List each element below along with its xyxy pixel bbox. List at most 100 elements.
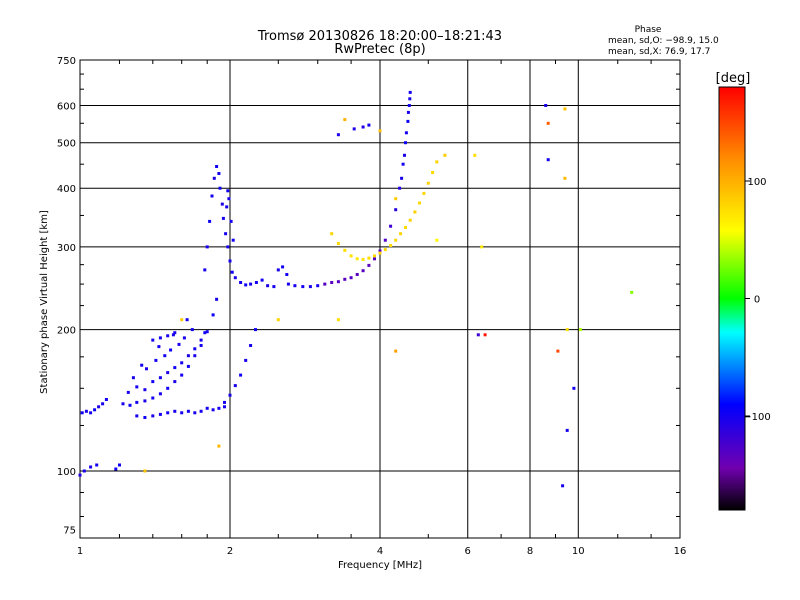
data-point-o — [177, 342, 181, 346]
data-point-x — [483, 333, 487, 337]
data-point-o — [272, 285, 276, 289]
data-point-x — [565, 328, 569, 332]
data-point-o — [343, 277, 347, 281]
data-point-o — [266, 284, 270, 288]
data-point-o — [401, 162, 405, 166]
x-tick-label: 6 — [465, 546, 471, 557]
y-tick-label: 600 — [57, 102, 76, 113]
data-point-x — [343, 118, 347, 122]
y-axis-label: Stationary phase Virtual Height [km] — [39, 210, 50, 394]
data-point-o — [158, 336, 162, 340]
y-tick-label: 400 — [57, 184, 76, 195]
data-point-o — [143, 388, 147, 392]
data-point-o — [180, 411, 184, 415]
data-point-x — [330, 232, 334, 236]
data-point-o — [118, 463, 121, 467]
x-axis-label: Frequency [MHz] — [338, 560, 422, 571]
colorbar-tick-label: 100 — [747, 177, 766, 188]
data-point-o — [406, 110, 410, 114]
x-tick-label: 1 — [77, 546, 83, 557]
data-point-x — [394, 349, 398, 353]
data-point-o — [406, 119, 410, 123]
data-point-o — [336, 133, 340, 137]
data-point-x — [336, 242, 340, 245]
data-point-x — [413, 210, 417, 214]
data-point-o — [151, 380, 155, 384]
data-point-o — [316, 284, 320, 288]
data-point-o — [254, 281, 258, 284]
x-tick-labels: 1 2 4 6 8 10 16 — [77, 546, 687, 557]
data-point-x — [343, 248, 347, 252]
data-point-x — [373, 254, 376, 258]
data-point-o — [394, 208, 398, 212]
data-point-o — [383, 238, 387, 242]
data-point-o — [158, 412, 162, 416]
data-point-o — [546, 158, 550, 162]
data-point-o — [80, 411, 84, 415]
data-point-o — [565, 428, 569, 432]
data-point-x — [443, 153, 447, 157]
data-point-o — [281, 265, 285, 269]
data-point-o — [93, 408, 97, 412]
chart-title: Tromsø 20130826 18:20:00–18:21:43 — [257, 29, 502, 44]
data-point-o — [244, 358, 248, 362]
data-point-o — [244, 283, 248, 287]
data-point-o — [373, 257, 376, 261]
data-point-o — [135, 400, 139, 404]
data-point-o — [323, 282, 327, 286]
data-point-x — [389, 244, 393, 247]
data-point-x — [336, 318, 340, 322]
x-tick-label: 2 — [227, 546, 233, 557]
data-point-o — [355, 273, 359, 276]
data-point-o — [185, 318, 189, 322]
data-point-x — [431, 171, 435, 174]
y-tick-labels: 75 100 200 300 400 500 600 750 — [57, 56, 76, 537]
data-point-x — [217, 444, 221, 448]
data-point-o — [151, 396, 155, 400]
data-point-o — [193, 354, 197, 358]
data-point-o — [212, 176, 216, 180]
data-point-o — [404, 141, 407, 145]
y-tick-label: 75 — [63, 526, 76, 537]
data-point-x — [349, 254, 353, 258]
data-point-o — [211, 408, 215, 412]
data-point-x — [361, 258, 365, 261]
data-point-o — [223, 400, 226, 404]
data-point-x — [355, 257, 359, 261]
data-point-o — [190, 328, 194, 332]
data-point-o — [145, 367, 148, 371]
data-point-o — [285, 273, 289, 276]
data-point-x — [394, 238, 398, 242]
data-point-x — [394, 197, 398, 201]
data-point-x — [473, 153, 477, 157]
data-point-o — [226, 245, 230, 249]
data-point-o — [135, 414, 139, 418]
y-tick-label: 200 — [57, 326, 76, 337]
data-point-o — [249, 282, 253, 286]
data-point-o — [286, 282, 290, 286]
data-point-o — [217, 406, 221, 410]
data-point-o — [97, 405, 101, 409]
data-point-x — [276, 318, 280, 322]
data-point-o — [230, 270, 234, 274]
colorbar-tick-label: 0 — [754, 295, 760, 306]
data-point-o — [349, 276, 353, 280]
phase-mean-x: mean, sd,X: 76.9, 17.7 — [608, 47, 710, 57]
data-point-o — [367, 123, 371, 127]
data-point-o — [128, 403, 132, 407]
data-point-o — [158, 376, 162, 380]
data-point-o — [163, 354, 167, 358]
data-point-o — [224, 232, 228, 236]
data-point-o — [239, 373, 243, 377]
data-point-o — [169, 348, 173, 352]
colorbar-ticks: 100 0 −100 — [743, 177, 770, 423]
data-point-x — [378, 251, 382, 255]
data-point-o — [180, 373, 184, 377]
data-point-o — [225, 205, 229, 209]
data-point-o — [89, 465, 93, 469]
data-point-o — [193, 411, 197, 415]
data-point-o — [561, 484, 565, 488]
data-point-x — [480, 245, 484, 249]
data-point-o — [203, 331, 207, 335]
data-point-x — [408, 218, 412, 222]
